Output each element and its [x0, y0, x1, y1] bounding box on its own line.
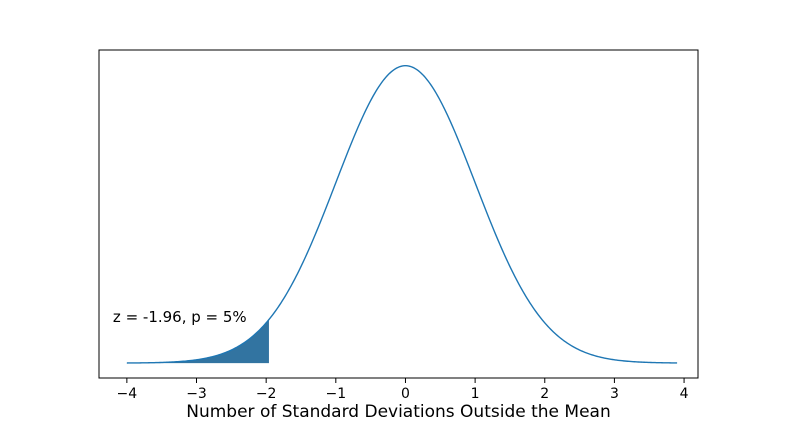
normal-curve-line	[126, 65, 678, 364]
left-tail-area	[126, 319, 269, 364]
x-tick-label: 2	[540, 386, 549, 402]
x-tick-label: −2	[256, 386, 277, 402]
x-tick-label: −1	[325, 386, 346, 402]
x-tick-label: 1	[471, 386, 480, 402]
x-tick-label: −4	[117, 386, 138, 402]
x-axis-label: Number of Standard Deviations Outside th…	[186, 402, 610, 422]
x-tick-label: 0	[401, 386, 410, 402]
x-tick-label: 3	[610, 386, 619, 402]
x-tick-label: 4	[680, 386, 689, 402]
x-tick-label: −3	[186, 386, 207, 402]
plot-frame	[98, 49, 699, 379]
annotation-label: z = -1.96, p = 5%	[113, 308, 247, 326]
